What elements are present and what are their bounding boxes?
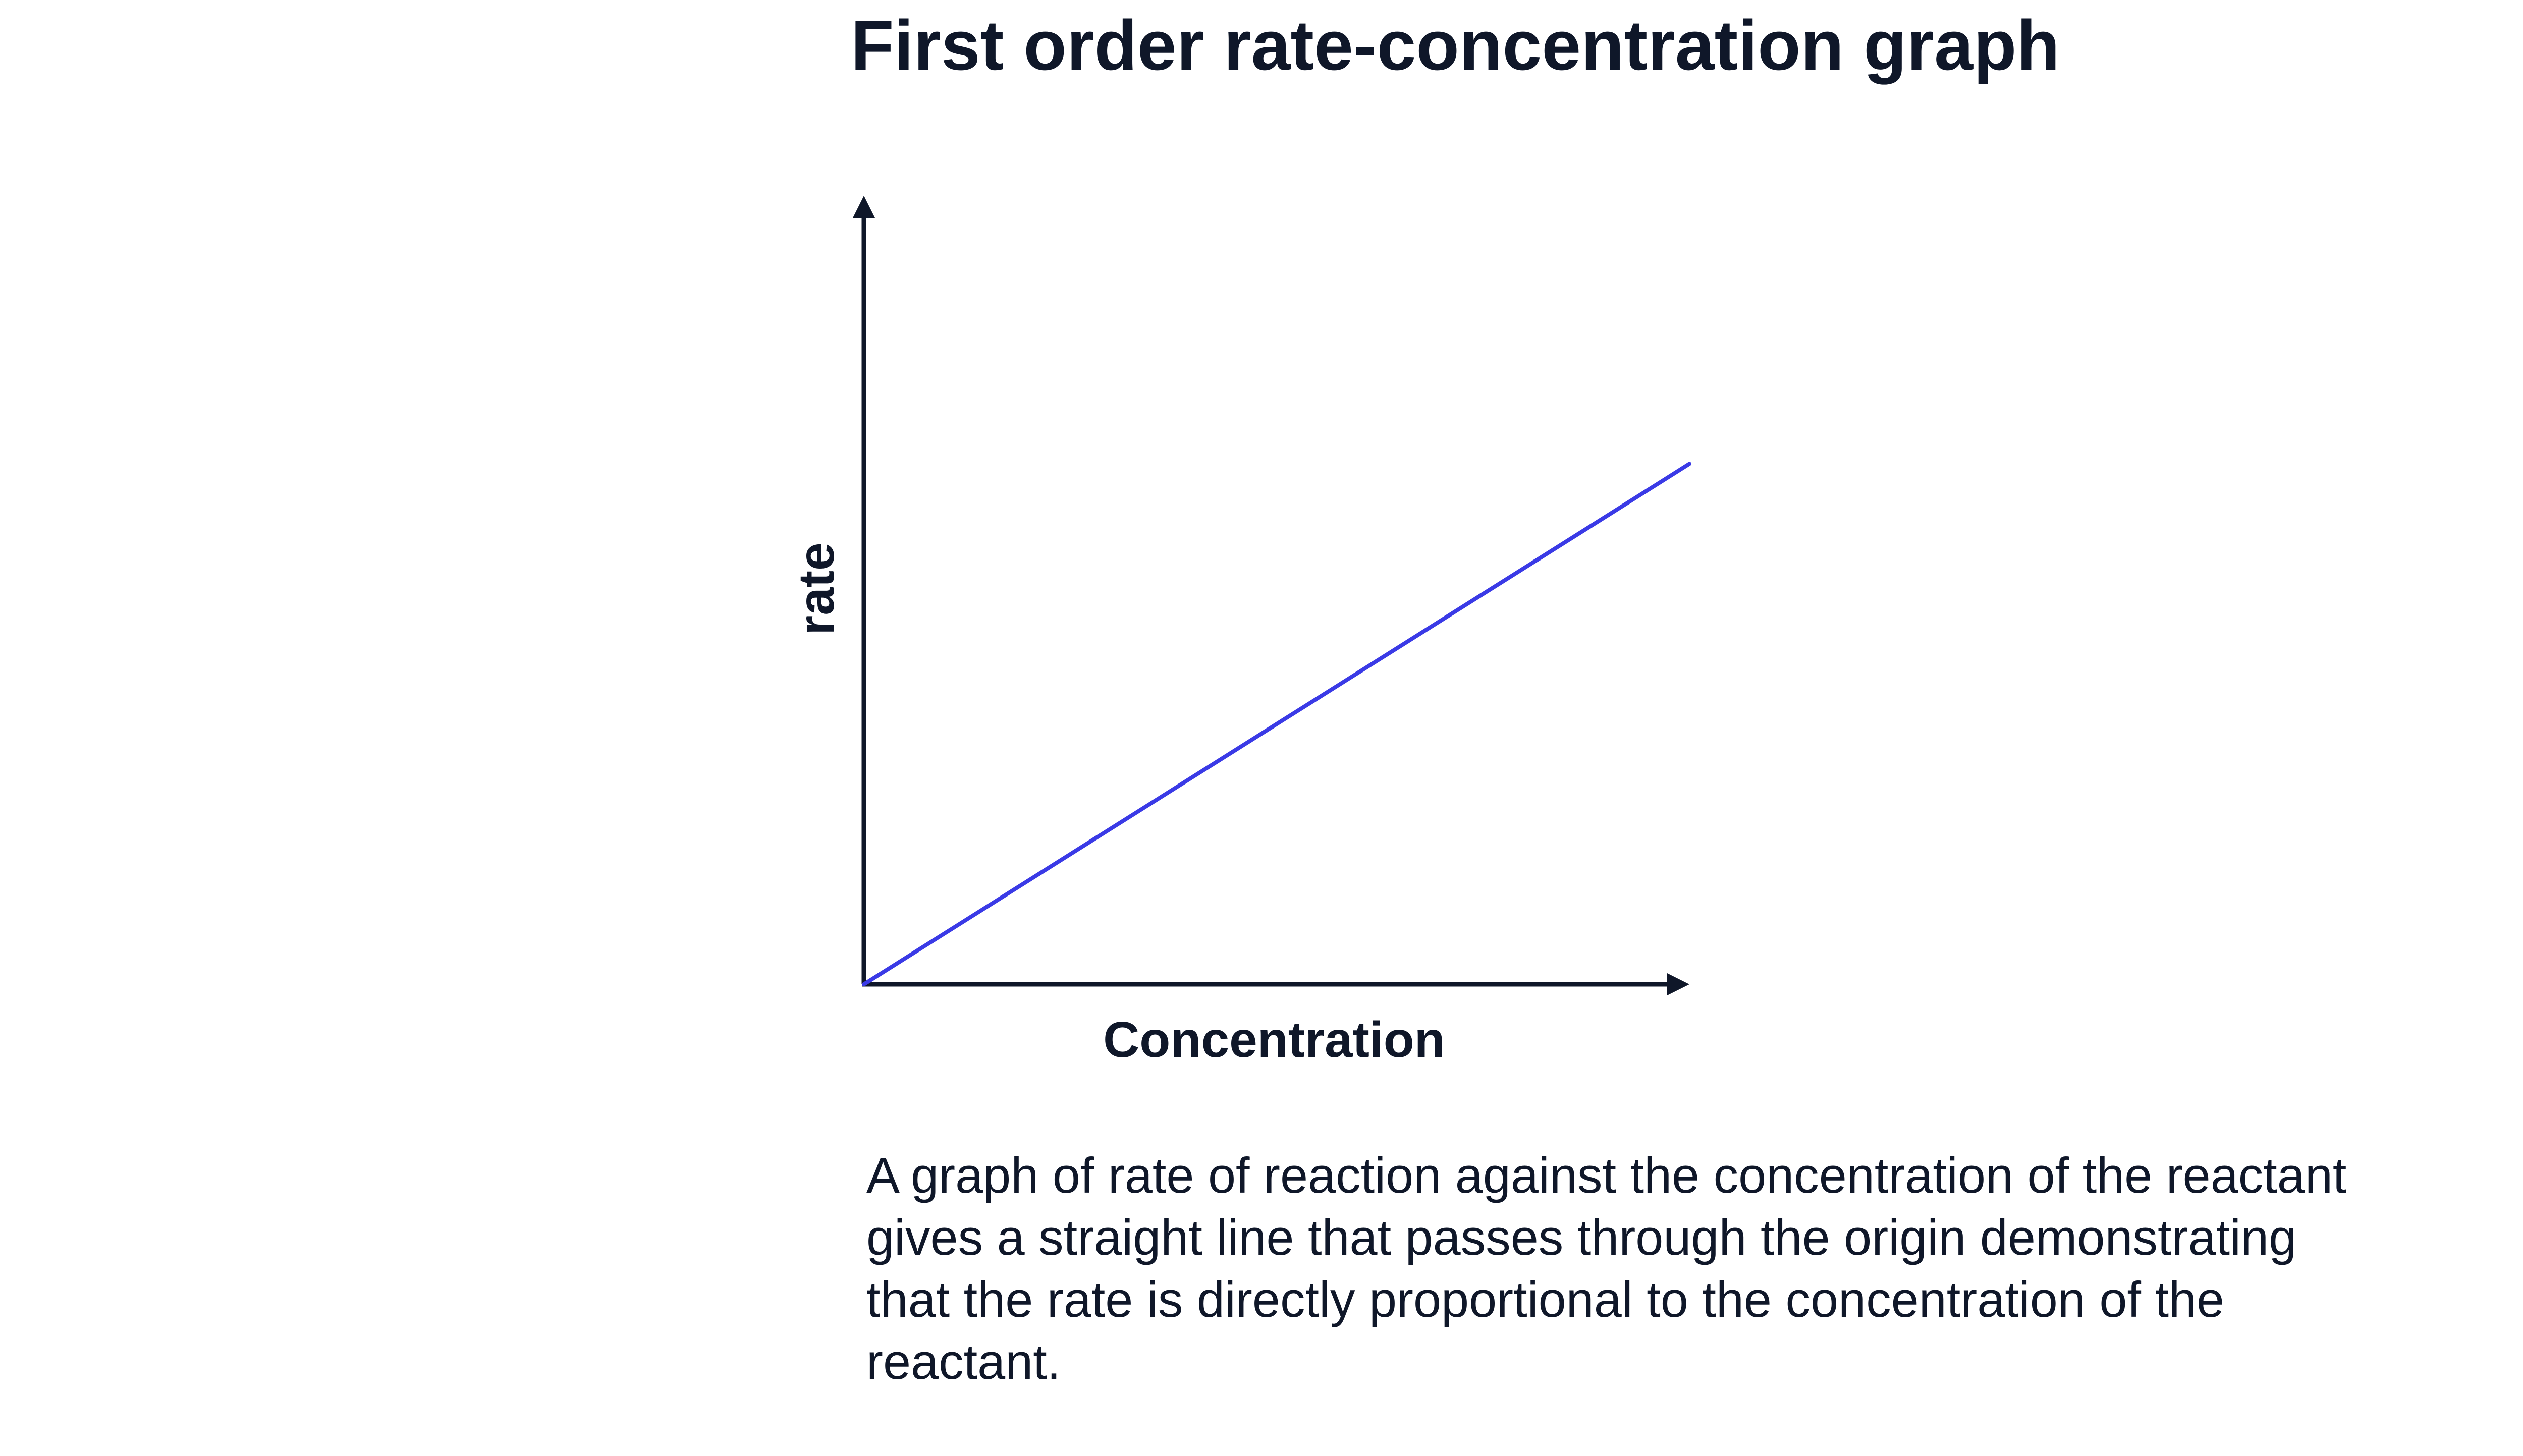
y-axis-label: rate — [788, 542, 845, 635]
caption-text: A graph of rate of reaction against the … — [866, 1147, 2347, 1389]
chart-title: First order rate-concentration graph — [851, 6, 2060, 85]
x-axis-arrowhead — [1667, 973, 1689, 995]
y-axis-arrowhead — [853, 196, 875, 218]
series-line-0 — [862, 462, 1691, 986]
x-axis-label: Concentration — [1103, 1012, 1445, 1068]
axes — [853, 196, 1689, 995]
series-group — [862, 462, 1691, 986]
